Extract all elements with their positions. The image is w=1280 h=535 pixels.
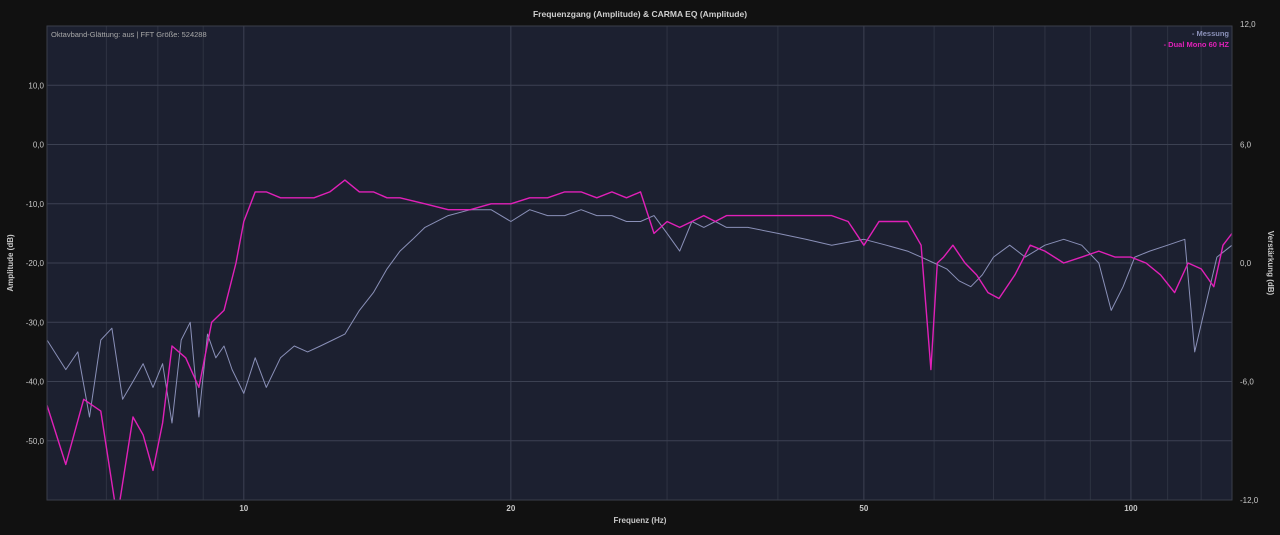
series-dual-mono-line: [47, 179, 1232, 500]
legend-entry-dual-mono: - Dual Mono 60 HZ: [1164, 40, 1230, 49]
y2-tick-label: 12,0: [1240, 20, 1256, 29]
legend-entry-messung: - Messung: [1192, 29, 1230, 38]
y-axis-label: Amplitude (dB): [6, 234, 15, 292]
series-layer: [47, 179, 1232, 500]
y-tick-label: 0,0: [33, 141, 45, 150]
y2-tick-label: -12,0: [1240, 496, 1259, 505]
y2-tick-label: -6,0: [1240, 378, 1254, 387]
y-tick-label: -50,0: [26, 437, 45, 446]
info-text: Oktavband-Glättung: aus | FFT Größe: 524…: [51, 30, 207, 39]
y-tick-label: -20,0: [26, 259, 45, 268]
plot-border: [46, 25, 1233, 501]
x-tick-label: 50: [859, 504, 868, 513]
x-tick-label: 100: [1124, 504, 1138, 513]
legend: - Messung - Dual Mono 60 HZ: [1164, 29, 1230, 49]
y2-tick-label: 6,0: [1240, 141, 1252, 150]
series-messung-line: [47, 209, 1232, 424]
x-tick-label: 20: [506, 504, 515, 513]
chart-title: Frequenzgang (Amplitude) & CARMA EQ (Amp…: [533, 9, 747, 19]
major-grid: [47, 26, 1232, 500]
y2-axis-label: Verstärkung (dB): [1266, 231, 1275, 296]
y-tick-label: -30,0: [26, 318, 45, 327]
y-tick-label: -10,0: [26, 200, 45, 209]
y-tick-label: -40,0: [26, 378, 45, 387]
tick-labels: 10 20 50 100 10,0 0,0 -10,0 -20,0 -30,0 -40,0 -50,…: [26, 20, 1259, 513]
x-axis-label: Frequenz (Hz): [614, 516, 667, 525]
y-tick-label: 10,0: [28, 81, 44, 90]
x-tick-label: 10: [239, 504, 248, 513]
y2-tick-label: 0,0: [1240, 259, 1252, 268]
